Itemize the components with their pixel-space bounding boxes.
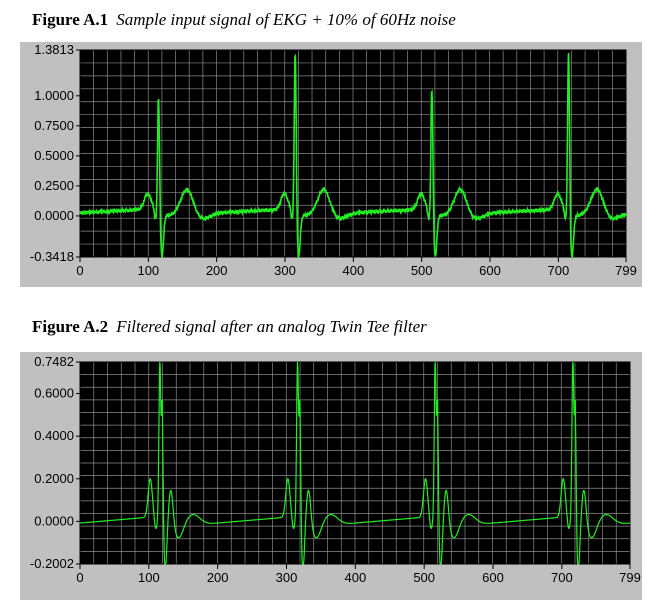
figure-1-number: Figure A.1 bbox=[32, 10, 109, 29]
y-tick-label: 1.3813 bbox=[34, 42, 74, 57]
grid bbox=[79, 49, 627, 258]
y-tick-label: 0.2000 bbox=[34, 471, 74, 486]
figure-2-caption: Figure A.2 Filtered signal after an analo… bbox=[32, 317, 427, 337]
x-tick-label: 200 bbox=[207, 570, 229, 585]
y-tick-label: 0.5000 bbox=[34, 148, 74, 163]
x-tick-label: 600 bbox=[479, 263, 501, 278]
chart-1-svg: 0 100 200 300 400 500 600 700 799 1.3813 1.0000 0.7… bbox=[30, 42, 637, 278]
x-tick-label: 0 bbox=[76, 263, 83, 278]
y-tick-label: 1.0000 bbox=[34, 88, 74, 103]
x-tick-label: 200 bbox=[206, 263, 228, 278]
x-tick-label: 300 bbox=[274, 263, 296, 278]
figure-1-caption: Figure A.1 Sample input signal of EKG + 1… bbox=[32, 10, 456, 30]
x-tick-label: 100 bbox=[138, 570, 160, 585]
x-tick-label: 400 bbox=[342, 263, 364, 278]
y-tick-label: 0.2500 bbox=[34, 178, 74, 193]
y-tick-label: 0.0000 bbox=[34, 208, 74, 223]
x-tick-label: 799 bbox=[615, 263, 637, 278]
chart-2-svg: 0 100 200 300 400 500 600 700 799 0.7482 0.6000 0.4… bbox=[30, 354, 641, 585]
y-tick-label: 0.4000 bbox=[34, 428, 74, 443]
x-tick-label: 500 bbox=[413, 570, 435, 585]
figure-2-number: Figure A.2 bbox=[32, 317, 109, 336]
y-tick-label: -0.2002 bbox=[30, 556, 74, 571]
signal-series-line bbox=[79, 361, 630, 565]
x-tick-label: 100 bbox=[137, 263, 159, 278]
chart-panel-1: 0 100 200 300 400 500 600 700 799 1.3813 1.0000 0.7… bbox=[20, 42, 642, 287]
y-tick-label: -0.3418 bbox=[30, 249, 74, 264]
x-tick-label: 0 bbox=[76, 570, 83, 585]
figure-2-title: Filtered signal after an analog Twin Tee… bbox=[116, 317, 427, 336]
y-tick-label: 0.0000 bbox=[34, 513, 74, 528]
x-tick-label: 500 bbox=[411, 263, 433, 278]
y-tick-label: 0.7500 bbox=[34, 118, 74, 133]
y-tick-label: 0.6000 bbox=[34, 386, 74, 401]
signal-series-line bbox=[79, 53, 627, 261]
x-tick-label: 799 bbox=[619, 570, 641, 585]
x-tick-label: 700 bbox=[551, 570, 573, 585]
x-tick-label: 300 bbox=[276, 570, 298, 585]
y-tick-label: 0.7482 bbox=[34, 354, 74, 369]
x-tick-label: 700 bbox=[547, 263, 569, 278]
figure-1-title: Sample input signal of EKG + 10% of 60Hz… bbox=[116, 10, 456, 29]
x-tick-label: 400 bbox=[344, 570, 366, 585]
chart-panel-2: 0 100 200 300 400 500 600 700 799 0.7482 0.6000 0.4… bbox=[20, 352, 642, 600]
x-tick-label: 600 bbox=[482, 570, 504, 585]
